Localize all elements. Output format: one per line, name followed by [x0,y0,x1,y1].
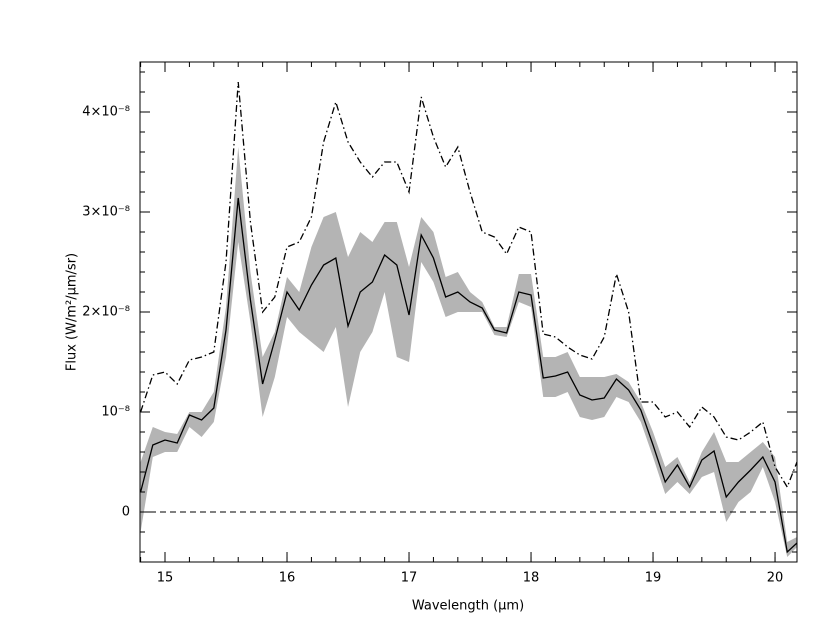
series-line [140,197,797,554]
x-tick-label: 20 [767,571,784,586]
x-tick-label: 19 [645,571,662,586]
y-tick-label: 4×10⁻⁸ [82,105,130,120]
y-tick-label: 2×10⁻⁸ [82,305,130,320]
plot-area [140,81,797,557]
y-tick-label: 0 [122,505,130,520]
x-tick-label: 15 [157,571,174,586]
y-axis-label: Flux (W/m²/µm/sr) [65,253,80,371]
x-tick-label: 17 [401,571,418,586]
x-tick-label: 18 [523,571,540,586]
x-axis-label: Wavelength (µm) [412,599,524,614]
x-tick-label: 16 [279,571,296,586]
series-line [140,81,797,489]
y-tick-label: 3×10⁻⁸ [82,205,130,220]
y-tick-label: 10⁻⁸ [101,405,130,420]
